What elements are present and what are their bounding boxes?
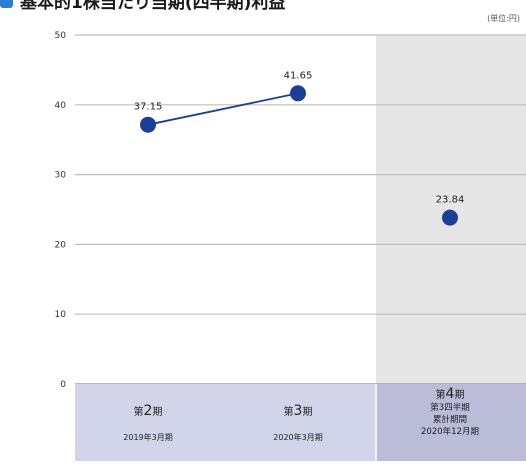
category-sublabel: 2020年3月期	[273, 432, 322, 442]
category-band	[376, 384, 526, 461]
data-label: 37.15	[134, 102, 163, 113]
chart-title: 基本的1株当たり当期(四半期)利益	[19, 0, 285, 13]
category-band-layer	[75, 384, 526, 461]
y-tick-label: 0	[60, 380, 66, 390]
chart-header: 基本的1株当たり当期(四半期)利益 (単位:円)	[0, 0, 520, 23]
unit-note: (単位:円)	[487, 13, 520, 23]
category-band	[224, 384, 376, 461]
category-labels: 第2期 2019年3月期 第3期 2020年3月期 第4期第3四半期累計期間2020年1…	[123, 386, 479, 442]
category-band	[75, 384, 224, 461]
y-tick-label: 20	[55, 240, 67, 250]
data-point	[442, 209, 458, 226]
category-label: 第4期	[436, 386, 465, 402]
forecast-shade-layer	[376, 35, 526, 384]
y-tick-label: 40	[55, 101, 67, 111]
data-label: 23.84	[436, 195, 465, 206]
series-layer	[140, 85, 458, 226]
y-tick-label: 30	[55, 171, 67, 181]
category-label: 第2期	[134, 403, 163, 419]
category-label: 第3期	[284, 403, 313, 419]
y-tick-label: 10	[55, 310, 67, 320]
data-point	[290, 85, 306, 102]
data-label: 41.65	[284, 70, 313, 81]
y-tick-labels: 0 10 20 30 40 50	[55, 31, 67, 390]
data-label-layer: 37.15 41.65 23.84	[134, 70, 465, 205]
category-sublabel: 2020年12月期	[421, 426, 479, 437]
forecast-shade	[376, 35, 526, 384]
title-bullet-icon	[0, 0, 13, 8]
category-sublabel: 累計期間	[433, 414, 467, 425]
y-tick-label: 50	[55, 31, 67, 41]
category-sublabel: 2019年3月期	[123, 432, 172, 442]
series-line	[147, 92, 299, 126]
data-point	[140, 116, 156, 133]
category-sublabel: 第3四半期	[430, 402, 469, 413]
